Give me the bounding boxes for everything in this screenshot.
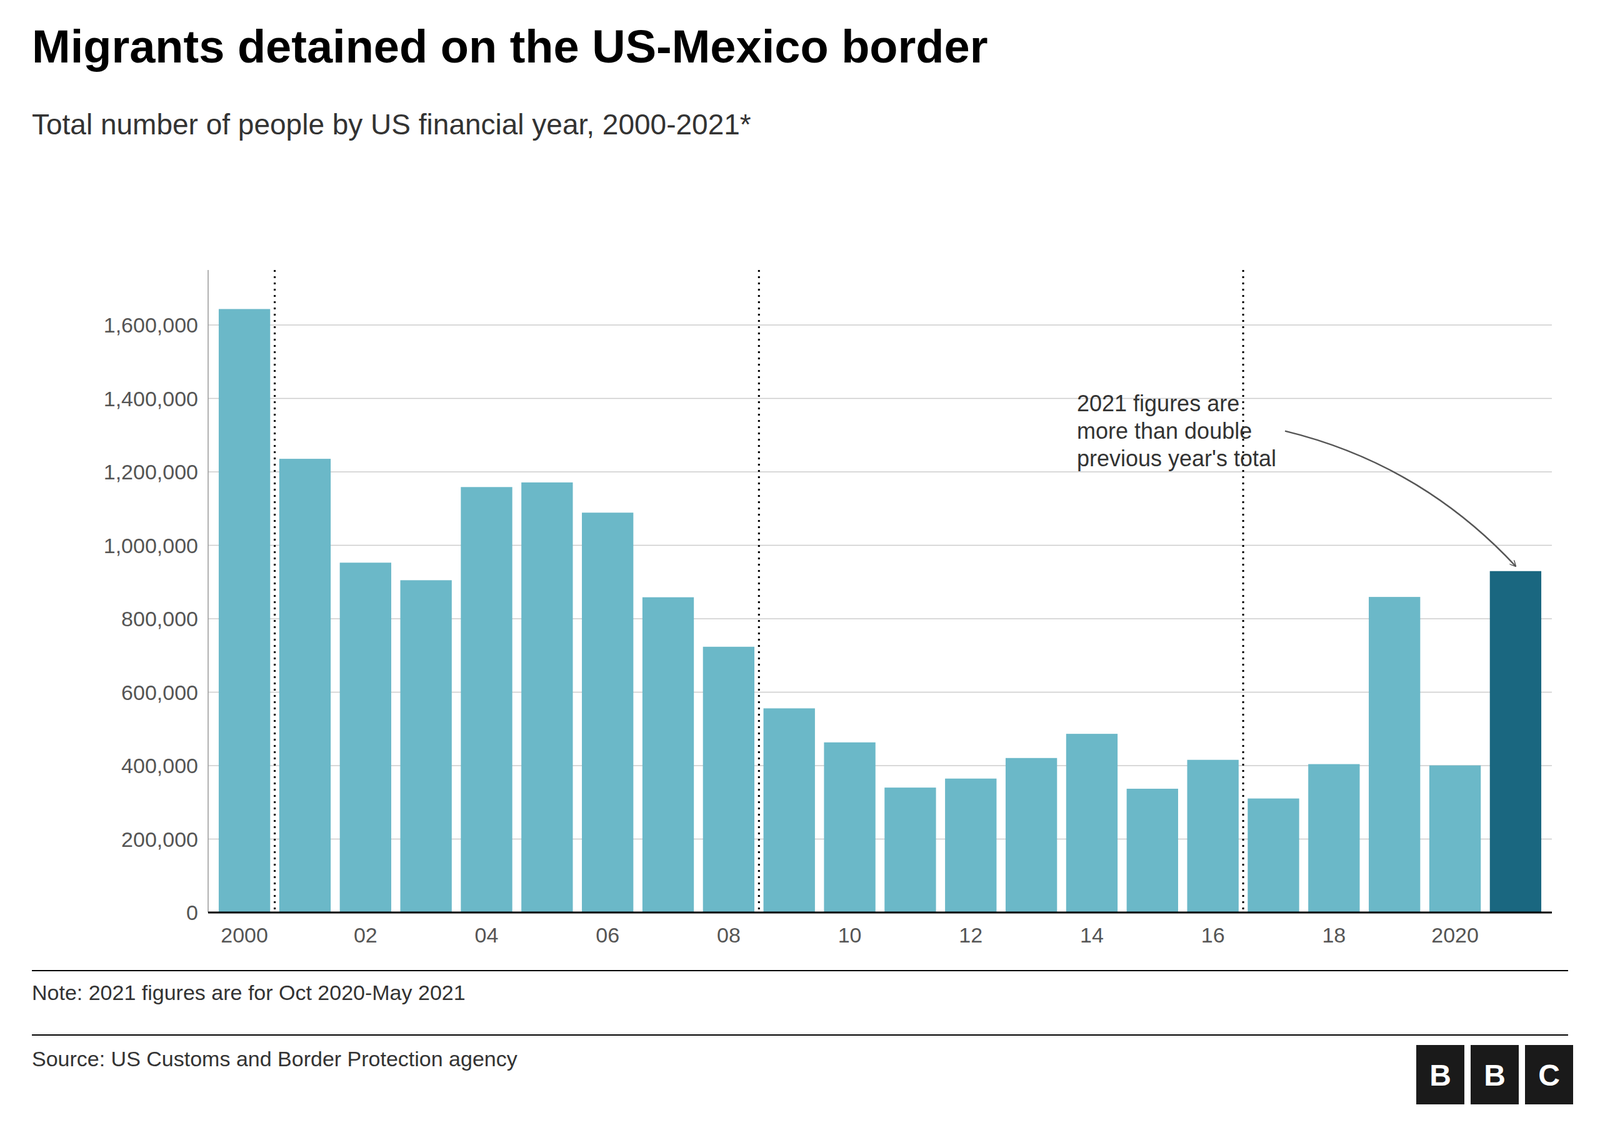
bar [340, 562, 392, 913]
logo-letter: C [1538, 1058, 1560, 1092]
bar [581, 512, 634, 913]
grid-line [208, 324, 1552, 326]
x-tick-label: 14 [1080, 923, 1104, 947]
x-tick-label: 06 [595, 923, 620, 947]
separator [31, 1034, 1569, 1036]
x-tick-label: 02 [353, 923, 378, 947]
subtitle: Total number of people by US financial y… [31, 108, 752, 141]
note: Note: 2021 figures are for Oct 2020-May … [31, 980, 466, 1005]
x-axis-line [208, 911, 1552, 914]
bar [521, 482, 573, 913]
dotted-line [1242, 270, 1245, 913]
annotation-group: 2021 figures aremore than doubleprevious… [1076, 390, 1516, 567]
dotted-line [758, 270, 760, 913]
bar [1247, 798, 1299, 913]
grid-line [208, 911, 1552, 914]
bar [460, 486, 512, 913]
bar [823, 742, 875, 913]
y-tick-label: 600,000 [121, 680, 199, 705]
y-tick-label: 1,600,000 [103, 313, 199, 337]
y-tick-label: 1,000,000 [103, 533, 199, 558]
logo-letter: B [1429, 1058, 1452, 1092]
bar [1490, 571, 1542, 913]
y-axis-line [207, 270, 209, 913]
bar [400, 580, 452, 913]
bar [1126, 788, 1179, 913]
dotted-line [273, 270, 276, 913]
bars [218, 308, 1542, 913]
y-tick-label: 0 [186, 900, 199, 925]
bar [703, 646, 755, 913]
bar [1368, 596, 1420, 913]
logo-letter: B [1483, 1058, 1506, 1092]
x-tick-label: 16 [1201, 923, 1225, 947]
x-tick-label: 08 [716, 923, 741, 947]
bar [642, 597, 694, 913]
background [0, 0, 1600, 1125]
grid [208, 325, 1552, 913]
x-axis: 2000 02 04 06 08 10 12 14 16 18 2020 [208, 912, 1552, 947]
logo-block [1525, 1045, 1574, 1105]
y-tick-label: 200,000 [121, 827, 199, 852]
bar [279, 458, 331, 913]
y-tick-label: 1,400,000 [103, 386, 199, 411]
grid-line [208, 545, 1552, 547]
bar [945, 778, 997, 913]
annotation-arrow [1285, 431, 1516, 567]
bar [763, 708, 815, 913]
bar [884, 787, 936, 913]
y-tick-label: 1,200,000 [103, 460, 199, 484]
x-tick-label: 2000 [220, 923, 269, 947]
bar [1066, 733, 1118, 913]
annotation-line: 2021 figures are [1076, 390, 1240, 417]
chart: Migrants detained on the US-Mexico borde… [0, 0, 1600, 1125]
y-axis: 0 200,000 400,000 600,000 800,000 1,000,000 1,… [103, 270, 209, 925]
separator [31, 970, 1569, 972]
logo: BBC [1416, 1045, 1574, 1105]
y-tick-label: 800,000 [121, 606, 199, 631]
logo-block [1416, 1045, 1465, 1105]
x-tick-label: 04 [475, 923, 499, 947]
bar [1429, 765, 1481, 913]
bar [1005, 758, 1057, 913]
x-tick-label: 12 [958, 923, 983, 947]
y-tick-label: 400,000 [121, 753, 199, 778]
title: Migrants detained on the US-Mexico borde… [31, 20, 989, 73]
logo-block [1470, 1045, 1519, 1105]
footer: Note: 2021 figures are for Oct 2020-May … [31, 970, 1569, 1071]
source: Source: US Customs and Border Protection… [31, 1046, 518, 1071]
annotation: 2021 figures aremore than doubleprevious… [1076, 390, 1277, 472]
bar [1186, 760, 1239, 913]
x-tick-label: 2020 [1431, 923, 1479, 947]
grid-line [208, 471, 1552, 473]
annotation-line: more than double [1076, 418, 1252, 444]
x-tick-label: 18 [1321, 923, 1346, 947]
grid-line [208, 398, 1552, 400]
x-tick-label: 10 [838, 923, 862, 947]
bar [218, 308, 270, 913]
bar [1308, 764, 1360, 913]
annotation-line: previous year's total [1076, 445, 1277, 472]
reference-lines [275, 270, 1244, 913]
